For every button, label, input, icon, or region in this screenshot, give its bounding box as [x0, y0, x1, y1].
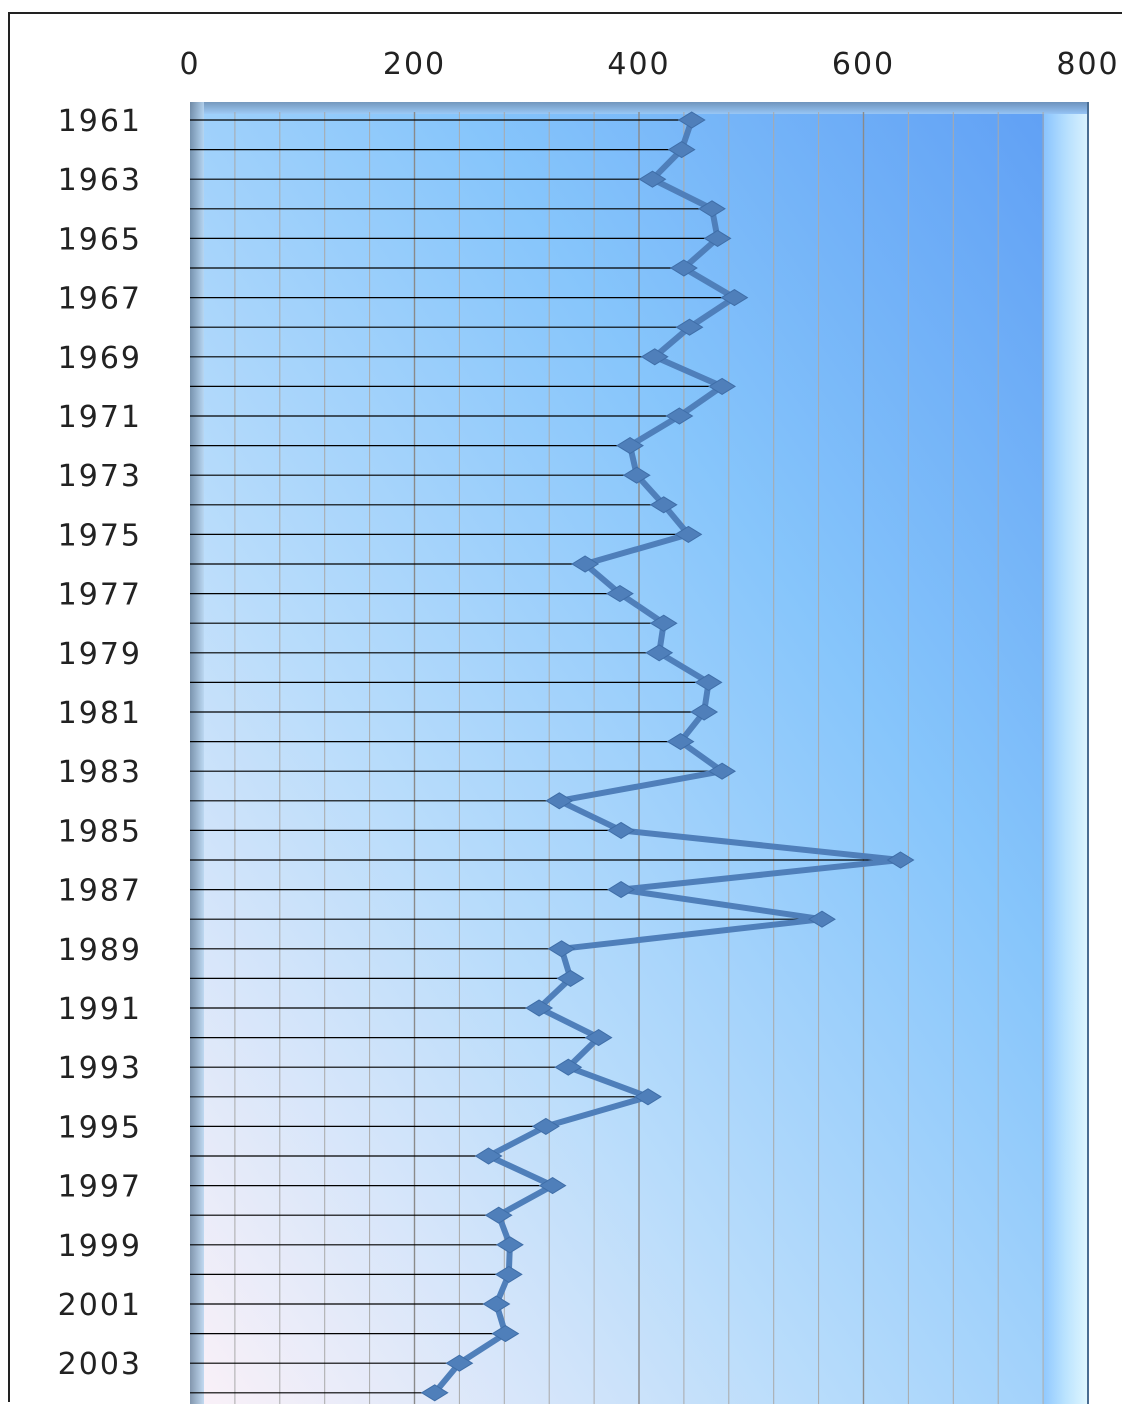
data-point	[538, 1177, 567, 1195]
data-point	[556, 969, 585, 987]
y-tick-label: 1997	[58, 1170, 142, 1205]
y-tick-label: 1989	[58, 933, 142, 968]
chart-frame: 0 200 400 600 800 1961 1963 1965 1967 1969 1971 19…	[8, 12, 1122, 1404]
y-tick-label: 1995	[58, 1110, 142, 1145]
y-tick-label: 1979	[58, 637, 142, 672]
data-point	[886, 851, 915, 869]
y-tick-label: 1965	[58, 222, 142, 257]
data-point	[607, 881, 635, 899]
data-point	[645, 644, 674, 662]
data-point	[666, 733, 695, 751]
y-tick-label: 1963	[58, 163, 142, 198]
data-point	[649, 496, 678, 514]
y-axis-ticks: 1961 1963 1965 1967 1969 1971 1973 1975 1977 1979…	[58, 104, 142, 1382]
y-tick-label: 1975	[58, 518, 142, 553]
data-point	[616, 437, 644, 455]
y-tick-label: 1993	[58, 1051, 142, 1086]
data-point	[677, 111, 706, 129]
y-tick-label: 2003	[58, 1347, 142, 1382]
data-point	[669, 259, 698, 277]
data-point	[547, 940, 576, 958]
data-point	[531, 1117, 560, 1135]
data-point	[690, 703, 719, 721]
x-axis-ticks: 0 200 400 600 800	[179, 47, 1119, 82]
y-tick-label: 1985	[58, 814, 142, 849]
plot-top-bevel	[190, 102, 1088, 114]
y-tick-label: 1967	[58, 282, 142, 317]
data-point	[667, 141, 696, 159]
data-point	[491, 1325, 520, 1343]
data-point	[674, 525, 703, 543]
data-point	[525, 999, 554, 1017]
data-point	[482, 1295, 511, 1313]
data-point	[494, 1265, 523, 1283]
data-point	[808, 910, 836, 928]
plot-left-bevel	[190, 102, 204, 1404]
data-point	[545, 792, 574, 810]
data-point	[665, 407, 694, 425]
data-point	[420, 1384, 449, 1402]
data-point	[445, 1354, 474, 1372]
x-tick-label: 800	[1056, 47, 1119, 82]
data-point	[495, 1236, 524, 1254]
data-point	[708, 762, 737, 780]
data-point	[708, 377, 737, 395]
data-point	[605, 585, 634, 603]
data-point	[703, 229, 732, 247]
data-point	[638, 170, 667, 188]
data-point	[584, 1029, 613, 1047]
data-point	[675, 318, 704, 336]
data-point	[640, 348, 669, 366]
x-tick-label: 200	[383, 47, 446, 82]
data-point	[694, 673, 723, 691]
data-point	[698, 200, 726, 218]
drop-lines	[190, 119, 901, 1394]
data-point	[571, 555, 600, 573]
y-tick-label: 1999	[58, 1229, 142, 1264]
series-group	[420, 111, 915, 1402]
data-point	[649, 614, 678, 632]
y-tick-label: 1977	[58, 578, 142, 613]
data-point	[607, 821, 635, 839]
y-tick-label: 1983	[58, 755, 142, 790]
y-tick-label: 1991	[58, 992, 142, 1027]
x-tick-label: 600	[832, 47, 895, 82]
y-tick-label: 1969	[58, 341, 142, 376]
data-point	[474, 1147, 503, 1165]
chart-svg: 0 200 400 600 800 19611963196519671969197119…	[58, 47, 1119, 1404]
x-tick-label: 400	[607, 47, 670, 82]
y-tick-label: 1981	[58, 696, 142, 731]
data-point	[484, 1206, 513, 1224]
y-tick-label: 1987	[58, 874, 142, 909]
y-tick-label: 1971	[58, 400, 142, 435]
plot-right-bevel	[1044, 114, 1088, 1404]
x-tick-label: 0	[179, 47, 200, 82]
data-point	[622, 466, 651, 484]
y-tick-label: 1961	[58, 104, 142, 139]
data-point	[720, 289, 749, 307]
y-tick-label: 2001	[58, 1288, 142, 1323]
data-point	[634, 1088, 662, 1106]
y-tick-label: 1973	[58, 459, 142, 494]
data-point	[554, 1058, 583, 1076]
